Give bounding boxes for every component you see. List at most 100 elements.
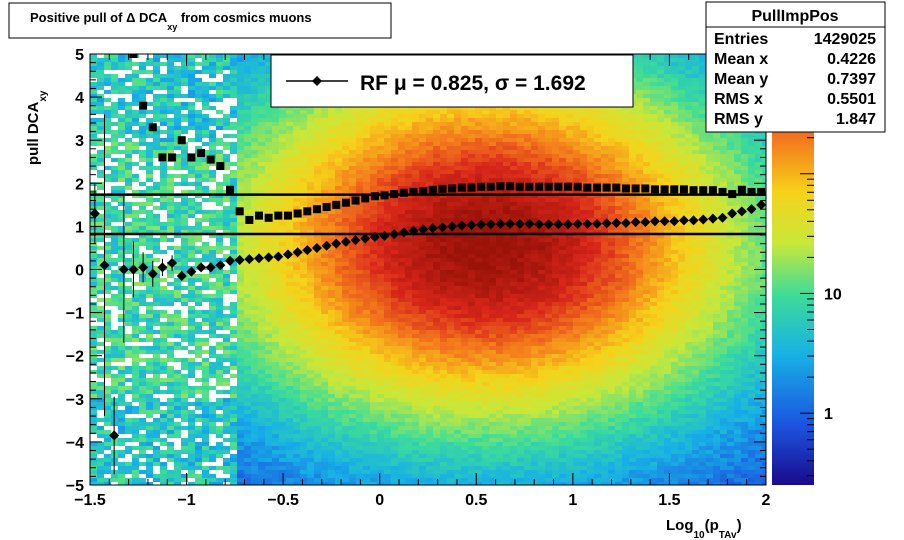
heatmap-cell: [167, 210, 174, 214]
heatmap-cell: [391, 266, 398, 270]
heatmap-cell: [146, 290, 153, 294]
heatmap-cell: [118, 122, 125, 126]
heatmap-cell: [237, 454, 244, 458]
heatmap-cell: [153, 314, 160, 318]
heatmap-cell: [279, 330, 286, 334]
heatmap-cell: [174, 234, 181, 238]
heatmap-cell: [279, 406, 286, 410]
heatmap-cell: [251, 294, 258, 298]
heatmap-cell: [363, 374, 370, 378]
heatmap-cell: [342, 466, 349, 470]
heatmap-cell: [349, 426, 356, 430]
heatmap-cell: [426, 178, 433, 182]
heatmap-cell: [349, 370, 356, 374]
heatmap-cell: [251, 242, 258, 246]
heatmap-cell: [258, 334, 265, 338]
heatmap-cell: [132, 462, 139, 466]
heatmap-cell: [216, 270, 223, 274]
heatmap-cell: [174, 130, 181, 134]
heatmap-cell: [370, 414, 377, 418]
heatmap-cell: [90, 142, 97, 146]
heatmap-cell: [377, 250, 384, 254]
heatmap-cell: [377, 466, 384, 470]
heatmap-cell: [258, 118, 265, 122]
heatmap-cell: [426, 454, 433, 458]
heatmap-cell: [188, 166, 195, 170]
heatmap-cell: [307, 378, 314, 382]
heatmap-cell: [293, 402, 300, 406]
heatmap-cell: [202, 438, 209, 442]
heatmap-cell: [160, 422, 167, 426]
heatmap-cell: [426, 390, 433, 394]
heatmap-cell: [97, 194, 104, 198]
heatmap-cell: [405, 266, 412, 270]
heatmap-cell: [377, 198, 384, 202]
heatmap-cell: [328, 402, 335, 406]
heatmap-cell: [272, 218, 279, 222]
heatmap-cell: [370, 318, 377, 322]
heatmap-cell: [125, 214, 132, 218]
heatmap-cell: [279, 446, 286, 450]
heatmap-cell: [335, 290, 342, 294]
heatmap-cell: [349, 346, 356, 350]
heatmap-cell: [398, 346, 405, 350]
heatmap-cell: [118, 258, 125, 262]
heatmap-cell: [363, 390, 370, 394]
heatmap-cell: [391, 362, 398, 366]
heatmap-cell: [391, 454, 398, 458]
heatmap-cell: [391, 122, 398, 126]
heatmap-cell: [321, 186, 328, 190]
heatmap-cell: [419, 286, 426, 290]
heatmap-cell: [314, 126, 321, 130]
heatmap-cell: [419, 254, 426, 258]
heatmap-cell: [426, 146, 433, 150]
heatmap-cell: [90, 418, 97, 422]
heatmap-cell: [90, 430, 97, 434]
heatmap-cell: [321, 326, 328, 330]
heatmap-cell: [370, 178, 377, 182]
heatmap-cell: [223, 146, 230, 150]
heatmap-cell: [223, 346, 230, 350]
heatmap-cell: [181, 346, 188, 350]
heatmap-cell: [286, 342, 293, 346]
heatmap-cell: [118, 230, 125, 234]
heatmap-cell: [90, 386, 97, 390]
heatmap-cell: [202, 338, 209, 342]
heatmap-cell: [370, 142, 377, 146]
heatmap-cell: [167, 94, 174, 98]
heatmap-cell: [209, 454, 216, 458]
heatmap-cell: [223, 86, 230, 90]
heatmap-cell: [146, 254, 153, 258]
heatmap-cell: [349, 302, 356, 306]
heatmap-cell: [118, 450, 125, 454]
heatmap-cell: [349, 438, 356, 442]
heatmap-cell: [265, 170, 272, 174]
heatmap-cell: [258, 158, 265, 162]
heatmap-cell: [342, 142, 349, 146]
heatmap-cell: [244, 462, 251, 466]
heatmap-cell: [188, 326, 195, 330]
heatmap-cell: [405, 230, 412, 234]
heatmap-cell: [90, 110, 97, 114]
heatmap-cell: [223, 470, 230, 474]
heatmap-cell: [356, 118, 363, 122]
heatmap-cell: [384, 294, 391, 298]
heatmap-cell: [279, 458, 286, 462]
heatmap-cell: [223, 122, 230, 126]
heatmap-cell: [356, 122, 363, 126]
heatmap-cell: [272, 454, 279, 458]
heatmap-cell: [139, 182, 146, 186]
heatmap-cell: [181, 466, 188, 470]
heatmap-cell: [195, 390, 202, 394]
heatmap-cell: [398, 142, 405, 146]
heatmap-cell: [188, 310, 195, 314]
heatmap-cell: [90, 234, 97, 238]
heatmap-cell: [188, 78, 195, 82]
heatmap-cell: [251, 102, 258, 106]
heatmap-cell: [251, 338, 258, 342]
heatmap-cell: [335, 122, 342, 126]
heatmap-cell: [195, 402, 202, 406]
heatmap-cell: [412, 442, 419, 446]
heatmap-cell: [412, 134, 419, 138]
heatmap-cell: [405, 474, 412, 478]
